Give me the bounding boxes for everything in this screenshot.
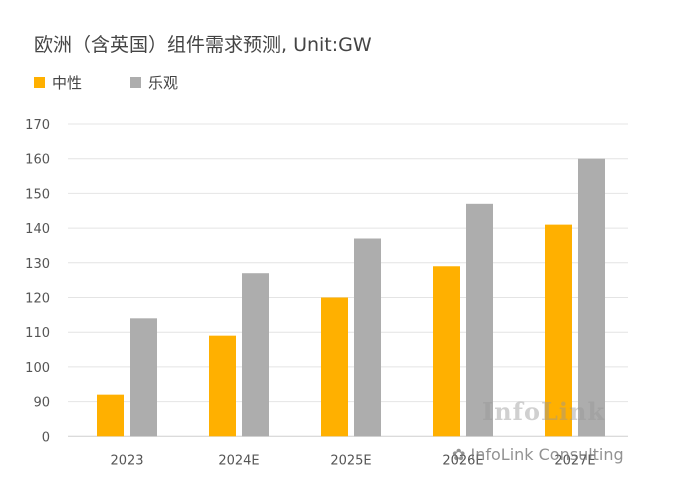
watermark-logo: InfoLink [482, 397, 606, 426]
bar-neutral [321, 297, 348, 437]
x-tick-label: 2025E [330, 453, 371, 468]
y-tick-label: 100 [25, 361, 50, 376]
legend-swatch-neutral [34, 76, 45, 88]
y-tick-label: 130 [25, 257, 50, 272]
x-tick-label: 2024E [218, 453, 259, 468]
y-tick-label: 120 [25, 292, 50, 307]
legend-item-optimistic: 乐观 [130, 72, 178, 93]
y-tick-label: 160 [25, 153, 50, 168]
wechat-icon: ✿ [452, 445, 466, 464]
y-tick-label: 170 [25, 118, 50, 133]
bar-neutral [97, 394, 124, 437]
chart-title: 欧洲（含英国）组件需求预测, Unit:GW [34, 34, 372, 56]
x-tick-label: 2023 [110, 453, 143, 468]
y-tick-label: 150 [25, 187, 50, 202]
watermark-credit-text: InfoLink Consulting [470, 445, 624, 464]
y-tick-label: 140 [25, 222, 50, 237]
bar-optimistic [130, 318, 157, 437]
bar-neutral [209, 335, 236, 437]
legend-label-optimistic: 乐观 [148, 73, 179, 92]
bar-optimistic [466, 203, 493, 437]
legend: 中性 乐观 [34, 72, 226, 92]
y-tick-label: 90 [33, 396, 50, 411]
watermark-credit: ✿ InfoLink Consulting [452, 445, 624, 464]
x-tick-label: 2026E [442, 453, 483, 468]
legend-swatch-optimistic [130, 76, 142, 88]
bar-neutral [545, 224, 572, 437]
y-tick-label: 0 [42, 430, 50, 445]
bar-optimistic [578, 158, 605, 437]
legend-item-neutral: 中性 [34, 72, 82, 93]
y-tick-label: 110 [25, 326, 50, 341]
x-tick-label: 2027E [554, 453, 595, 468]
bar-optimistic [354, 238, 381, 437]
bar-optimistic [242, 273, 269, 437]
legend-label-neutral: 中性 [52, 73, 83, 92]
bar-neutral [433, 266, 460, 437]
